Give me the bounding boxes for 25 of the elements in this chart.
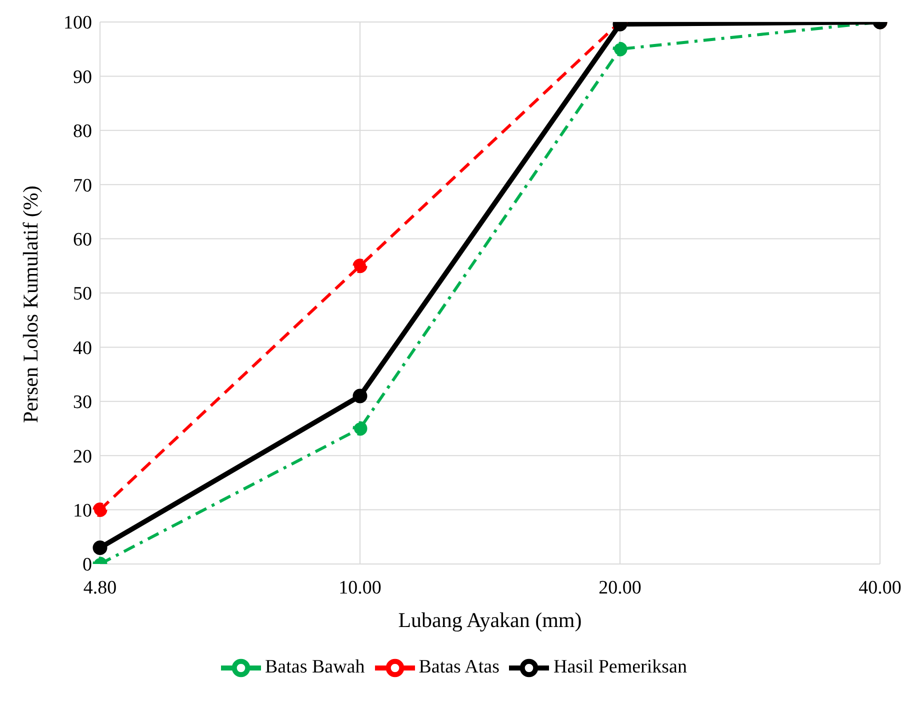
point	[352, 258, 368, 274]
legend-label: Batas Bawah	[265, 656, 365, 678]
y-tick-label: 30	[73, 392, 92, 414]
y-tick-label: 20	[73, 446, 92, 468]
x-tick-label: 40.00	[858, 577, 902, 598]
y-tick-label: 60	[73, 230, 92, 251]
x-axis-title: Lubang Ayakan (mm)	[398, 608, 582, 632]
y-tick-label: 40	[73, 338, 92, 359]
x-tick-label: 10.00	[338, 577, 382, 598]
y-tick-label: 10	[73, 500, 92, 522]
point	[352, 421, 368, 436]
y-tick-label: 0	[82, 554, 92, 576]
y-axis-title: Persen Lolos Kumulatif (%)	[18, 186, 42, 423]
point	[92, 502, 108, 518]
y-tick-label: 50	[73, 284, 92, 305]
y-tick-label: 70	[73, 175, 92, 196]
y-tick-label: 90	[73, 66, 92, 88]
x-tick-label: 20.00	[598, 577, 642, 598]
point	[352, 388, 368, 404]
y-tick-label: 80	[73, 121, 92, 142]
legend-label: Batas Atas	[418, 656, 500, 678]
point	[92, 540, 108, 555]
y-tick-label: 100	[64, 12, 92, 34]
x-tick-label: 4.80	[83, 577, 117, 598]
legend-label: Hasil Pemeriksan	[553, 656, 687, 678]
